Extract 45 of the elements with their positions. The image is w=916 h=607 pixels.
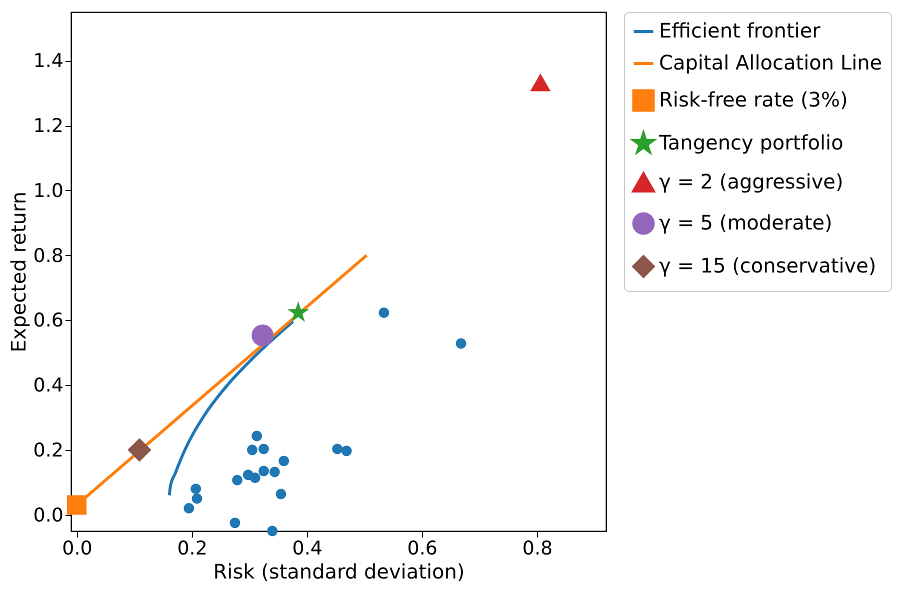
point bbox=[128, 438, 152, 462]
point bbox=[258, 444, 269, 454]
point bbox=[276, 488, 286, 500]
y-tick-label: 0.8 bbox=[33, 244, 64, 267]
point bbox=[278, 456, 290, 466]
x-tick-label: 0.8 bbox=[522, 538, 553, 560]
legend-label: Efficient frontier bbox=[659, 18, 822, 42]
point bbox=[332, 444, 343, 454]
legend-label: Risk-free rate (3%) bbox=[659, 88, 848, 112]
point bbox=[230, 518, 240, 528]
point bbox=[67, 495, 86, 515]
point bbox=[232, 474, 242, 486]
y-tick-label: 0.0 bbox=[33, 504, 64, 526]
point bbox=[456, 338, 466, 349]
point bbox=[378, 307, 390, 318]
point bbox=[530, 74, 551, 92]
legend-label: γ = 15 (conservative) bbox=[659, 254, 876, 278]
x-tick-label: 0.2 bbox=[177, 538, 208, 560]
y-tick-label: 0.2 bbox=[33, 439, 64, 462]
y-axis-title: Expected return bbox=[6, 192, 30, 352]
point bbox=[287, 301, 310, 322]
y-tick-label: 0.6 bbox=[33, 310, 64, 332]
x-tick-label: 0.4 bbox=[292, 538, 322, 560]
y-tick-label: 1.0 bbox=[33, 180, 64, 202]
legend-label: γ = 2 (aggressive) bbox=[659, 170, 844, 194]
point bbox=[341, 446, 352, 456]
x-tick-label: 0.0 bbox=[62, 538, 92, 560]
legend-label: Capital Allocation Line bbox=[659, 50, 882, 74]
y-tick-label: 1.2 bbox=[33, 115, 64, 138]
point bbox=[267, 526, 278, 536]
point bbox=[184, 503, 194, 514]
point bbox=[250, 472, 260, 484]
point bbox=[258, 466, 269, 476]
point bbox=[192, 493, 202, 504]
point bbox=[252, 324, 274, 346]
point bbox=[190, 484, 202, 494]
legend-label: Tangency portfolio bbox=[658, 130, 844, 154]
x-tick-label: 0.6 bbox=[407, 538, 438, 560]
y-tick-label: 1.4 bbox=[33, 50, 64, 72]
legend-label: γ = 5 (moderate) bbox=[659, 210, 832, 234]
x-axis-title: Risk (standard deviation) bbox=[213, 560, 465, 584]
point bbox=[252, 430, 262, 442]
point bbox=[246, 444, 258, 456]
y-tick-label: 0.4 bbox=[33, 374, 64, 397]
point bbox=[269, 466, 280, 478]
